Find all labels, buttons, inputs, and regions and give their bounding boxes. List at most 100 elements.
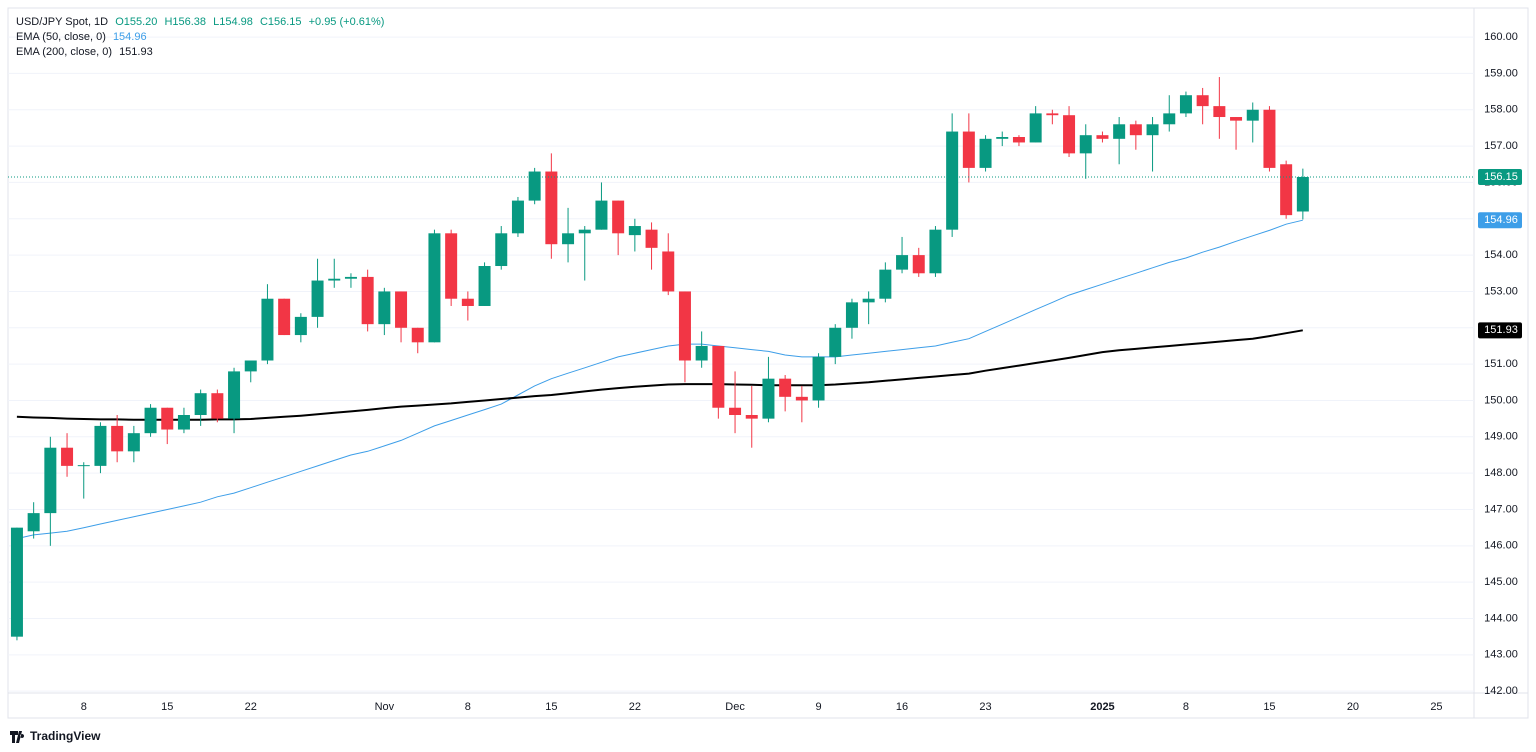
ema-line <box>16 329 1303 421</box>
candle-body <box>478 266 491 306</box>
legend-label: EMA (50, close, 0) <box>16 31 106 43</box>
candle-body <box>461 298 474 306</box>
candle-body <box>1296 176 1309 212</box>
candle-body <box>378 291 391 325</box>
candle-body <box>562 233 575 245</box>
ohlc-value: C156.15 <box>259 16 302 28</box>
candle-body <box>578 229 591 234</box>
candle-body <box>845 302 858 328</box>
candle-body <box>411 327 424 343</box>
logo <box>10 731 25 743</box>
candle-body <box>428 233 441 343</box>
candle-body <box>77 465 90 467</box>
candle-body <box>628 226 641 236</box>
y-tick-label: 159.00 <box>1484 67 1518 79</box>
x-tick-label: 22 <box>245 701 257 713</box>
candle-body <box>1146 124 1159 136</box>
axes: 142.00 143.00 144.00 145.00 146.00 147.00 148.… <box>81 31 1522 713</box>
candle-body <box>896 255 909 270</box>
ohlc-value: L154.98 <box>213 16 253 28</box>
y-tick-label: 160.00 <box>1484 31 1518 43</box>
ohlc-value: O155.20 <box>115 16 158 28</box>
candle-body <box>127 433 140 452</box>
legend-entry: EMA (200, close, 0) 151.93 <box>16 45 157 59</box>
plot-area <box>8 77 1474 641</box>
price-label-box <box>1478 212 1522 229</box>
candle-body <box>795 396 808 401</box>
candle-body <box>1280 164 1293 216</box>
candle-body <box>395 291 408 328</box>
candle-body <box>294 316 307 336</box>
y-tick-label: 143.00 <box>1484 649 1518 661</box>
price-label: 151.93 <box>1484 324 1518 336</box>
candle-body <box>194 393 207 416</box>
candle-body <box>211 393 224 419</box>
candle-body <box>545 171 558 245</box>
candle-body <box>228 371 241 419</box>
candle-body <box>595 200 608 230</box>
candle-body <box>1196 95 1209 107</box>
frame <box>7 7 1529 719</box>
candle-body <box>762 378 775 419</box>
candle-body <box>495 233 508 267</box>
legend-value: 151.93 <box>119 46 153 58</box>
y-tick-label: 151.00 <box>1484 358 1518 370</box>
candle-body <box>1079 135 1092 154</box>
candle-body <box>1179 95 1192 114</box>
candle-body <box>311 280 324 317</box>
candle-body <box>912 255 925 274</box>
symbol-title: USD/JPY Spot, 1D <box>16 16 109 28</box>
y-tick-label: 154.00 <box>1484 249 1518 261</box>
candle-body <box>745 415 758 419</box>
candle-body <box>261 298 274 361</box>
candle-body <box>996 137 1009 139</box>
candle-body <box>812 356 825 401</box>
candle-body <box>1129 124 1142 136</box>
y-tick-label: 145.00 <box>1484 576 1518 588</box>
candle-body <box>1246 109 1259 121</box>
header: USD/JPY Spot, 1D O155.20 H156.38 L154.98… <box>16 15 388 29</box>
candle-body <box>946 131 959 230</box>
legend-label: EMA (200, close, 0) <box>16 46 112 58</box>
candle-body <box>779 378 792 397</box>
x-tick-label: 8 <box>1183 701 1189 713</box>
candle-body <box>445 233 458 299</box>
y-tick-label: 153.00 <box>1484 285 1518 297</box>
ohlc-value: H156.38 <box>164 16 207 28</box>
candle-body <box>645 229 658 248</box>
candle-body <box>879 269 892 299</box>
x-tick-label: 8 <box>465 701 471 713</box>
y-tick-label: 149.00 <box>1484 431 1518 443</box>
candle-body <box>61 447 74 466</box>
candle-body <box>729 407 742 416</box>
x-tick-label: 15 <box>161 701 173 713</box>
candle-body <box>1213 106 1226 118</box>
candle-body <box>1012 137 1025 143</box>
x-tick-label: 15 <box>1263 701 1275 713</box>
candle-body <box>1029 113 1042 143</box>
candle-body <box>361 276 374 325</box>
y-tick-label: 146.00 <box>1484 540 1518 552</box>
candle-body <box>979 138 992 168</box>
y-tick-label: 148.00 <box>1484 467 1518 479</box>
candle-body <box>695 345 708 361</box>
x-tick-label: Dec <box>725 701 745 713</box>
candle-body <box>929 229 942 274</box>
candle-body <box>244 360 257 372</box>
change-value: +0.95 (+0.61%) <box>308 16 385 28</box>
x-tick-label: 20 <box>1347 701 1359 713</box>
price-label: 154.96 <box>1484 214 1518 226</box>
x-tick-label: 25 <box>1430 701 1442 713</box>
candle-body <box>1263 109 1276 168</box>
x-tick-label: 2025 <box>1090 701 1114 713</box>
candle-body <box>662 251 675 292</box>
x-tick-label: 8 <box>81 701 87 713</box>
candle-body <box>712 345 725 408</box>
candle-body <box>1113 124 1126 139</box>
grid <box>8 36 1474 692</box>
candle-body <box>862 298 875 303</box>
x-tick-label: Nov <box>375 701 395 713</box>
price-label: 156.15 <box>1484 171 1518 183</box>
x-tick-label: 15 <box>545 701 557 713</box>
